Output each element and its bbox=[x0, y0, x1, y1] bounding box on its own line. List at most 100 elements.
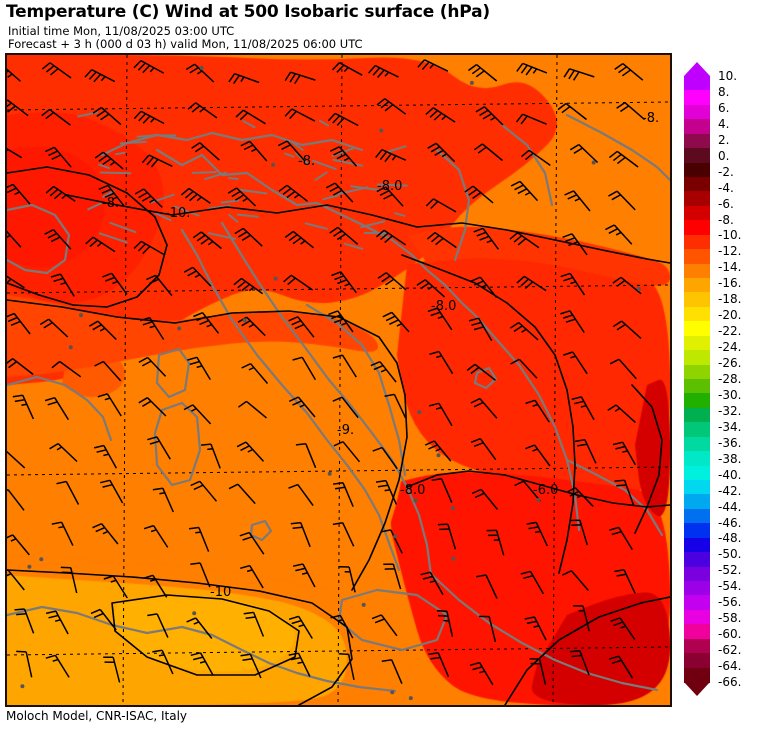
coastline-detail bbox=[316, 173, 327, 180]
colorbar-band bbox=[684, 90, 710, 105]
map-panel[interactable]: -8. -8. -8. -8.0 -8.0 -9. -10. -10 -8.0 -6.0 bbox=[5, 53, 672, 707]
colorbar-band bbox=[684, 148, 710, 163]
coastline-detail bbox=[345, 244, 362, 249]
wind-barb bbox=[244, 612, 264, 636]
colorbar-tick-label: -34. bbox=[718, 420, 741, 434]
wind-barb bbox=[425, 441, 451, 461]
station-marker bbox=[379, 129, 383, 133]
colorbar-tick-label: -54. bbox=[718, 579, 741, 593]
colorbar-tick-label: -32. bbox=[718, 404, 741, 418]
colorbar-band bbox=[684, 336, 710, 351]
coastline-detail bbox=[229, 178, 238, 179]
wind-barb bbox=[95, 362, 121, 381]
colorbar-tick-label: -66. bbox=[718, 675, 741, 689]
station-marker bbox=[274, 277, 278, 281]
wind-barb bbox=[617, 103, 645, 120]
colorbar-tick-label: -50. bbox=[718, 547, 741, 561]
wind-barb bbox=[615, 480, 634, 504]
wind-barb bbox=[229, 74, 259, 84]
coastline bbox=[477, 317, 579, 530]
wind-barb bbox=[614, 570, 635, 594]
wind-barb bbox=[526, 400, 550, 422]
wind-barb bbox=[373, 448, 398, 469]
station-marker bbox=[470, 81, 474, 85]
wind-barb bbox=[372, 615, 397, 636]
wind-barb bbox=[438, 524, 456, 549]
colorbar-tick-label: -20. bbox=[718, 308, 741, 322]
wind-barb bbox=[134, 61, 164, 74]
wind-barb bbox=[615, 64, 643, 81]
wind-barb bbox=[139, 358, 166, 377]
colorbar-tick-label: 0. bbox=[718, 149, 729, 163]
wind-barb bbox=[330, 227, 358, 244]
colorbar-tick-label: -28. bbox=[718, 372, 741, 386]
wind-barb bbox=[7, 144, 22, 157]
colorbar-tick-label: -46. bbox=[718, 516, 741, 530]
wind-barb bbox=[52, 522, 73, 545]
wind-barb bbox=[418, 60, 448, 71]
map-overlays: -8.-8.-8.-8.0-8.0-9.-10.-10-8.0 -6.0 bbox=[7, 55, 670, 705]
wind-barb bbox=[191, 481, 217, 501]
station-marker bbox=[390, 690, 394, 694]
wind-barb bbox=[511, 359, 538, 378]
coastline-detail bbox=[193, 172, 216, 173]
colorbar-band bbox=[684, 451, 710, 466]
wind-barb bbox=[153, 488, 173, 512]
colorbar-band bbox=[684, 552, 710, 567]
station-marker bbox=[451, 506, 455, 510]
wind-barb bbox=[240, 533, 264, 555]
colorbar-band bbox=[684, 408, 710, 423]
colorbar-band bbox=[684, 177, 710, 192]
wind-barb bbox=[563, 352, 587, 374]
wind-barb bbox=[61, 567, 77, 593]
wind-barb bbox=[147, 437, 170, 459]
wind-barb bbox=[333, 355, 356, 377]
colorbar-band bbox=[684, 466, 710, 481]
wind-barb bbox=[476, 575, 497, 599]
colorbar-band bbox=[684, 119, 710, 134]
wind-barb bbox=[135, 189, 162, 207]
wind-barb bbox=[187, 357, 210, 379]
colorbar-band bbox=[684, 278, 710, 293]
wind-barb bbox=[525, 617, 546, 640]
colorbar-tick-label: -30. bbox=[718, 388, 741, 402]
wind-barb bbox=[328, 113, 358, 125]
coastline-detail bbox=[121, 142, 146, 144]
colorbar-tick-label: -26. bbox=[718, 356, 741, 370]
wind-barb bbox=[146, 275, 172, 295]
colorbar-tick-label: -8. bbox=[718, 213, 734, 227]
wind-barb bbox=[429, 403, 452, 426]
wind-barb bbox=[613, 442, 635, 465]
colorbar-tick-label: 2. bbox=[718, 133, 729, 147]
wind-barb bbox=[333, 523, 354, 547]
colorbar-tick-label: -62. bbox=[718, 643, 741, 657]
wind-barb bbox=[293, 564, 315, 587]
wind-barb bbox=[285, 232, 313, 248]
wind-barb bbox=[432, 479, 452, 503]
station-marker bbox=[451, 557, 455, 561]
colorbar-band bbox=[684, 422, 710, 437]
colorbar-tick-label: -16. bbox=[718, 276, 741, 290]
wind-barb bbox=[471, 439, 496, 460]
wind-barb bbox=[98, 394, 121, 416]
coastline-detail bbox=[222, 201, 239, 203]
wind-barb bbox=[284, 275, 313, 290]
wind-barb bbox=[236, 110, 266, 124]
wind-barb bbox=[426, 108, 455, 122]
station-marker bbox=[413, 499, 417, 503]
coastline bbox=[432, 575, 657, 690]
temperature-contour bbox=[7, 167, 167, 307]
contour-label: -8.0 bbox=[400, 483, 425, 498]
coastline-detail bbox=[101, 173, 131, 174]
wind-barb bbox=[564, 69, 594, 81]
colorbar-band bbox=[684, 437, 710, 452]
colorbar-band bbox=[684, 365, 710, 380]
coastline bbox=[502, 125, 552, 205]
wind-barb bbox=[570, 145, 597, 163]
wind-barb bbox=[191, 653, 213, 676]
colorbar-over-arrow bbox=[684, 62, 710, 76]
colorbar-band bbox=[684, 264, 710, 279]
colorbar-tick-label: -24. bbox=[718, 340, 741, 354]
wind-barb bbox=[289, 317, 314, 337]
coastline bbox=[251, 521, 271, 540]
